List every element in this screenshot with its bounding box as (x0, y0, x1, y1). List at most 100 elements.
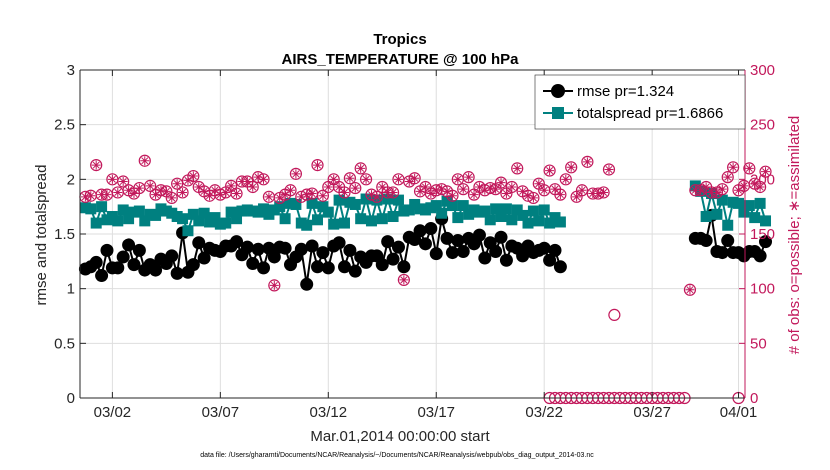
obs-possible-point (457, 183, 470, 196)
obs-assimilated-point (734, 185, 744, 195)
rmse-point (186, 258, 200, 272)
obs-assimilated-point (485, 183, 495, 193)
rmse-point (95, 269, 109, 283)
obs-assimilated-point (232, 189, 242, 199)
obs-assimilated-point (318, 191, 328, 201)
totalspread-point (446, 200, 458, 212)
rmse-point (424, 222, 438, 236)
totalspread-point (187, 208, 199, 220)
legend: rmse pr=1.324 totalspread pr=1.6866 (534, 74, 746, 130)
rmse-point (111, 261, 125, 275)
totalspread-point (333, 194, 345, 206)
obs-count-series (79, 154, 772, 405)
obs-assimilated-point (685, 285, 695, 295)
obs-assimilated-point (221, 187, 231, 197)
obs-assimilated-point (534, 179, 544, 189)
obs-possible-point (268, 279, 281, 292)
obs-assimilated-point (280, 190, 290, 200)
totalspread-point (436, 207, 448, 219)
obs-assimilated-point (582, 157, 592, 167)
totalspread-point (85, 203, 97, 215)
obs-assimilated-point (237, 177, 247, 187)
obs-assimilated-point (588, 189, 598, 199)
obs-assimilated-point (215, 190, 225, 200)
obs-assimilated-point (80, 192, 90, 202)
obs-possible-point (359, 173, 373, 186)
obs-assimilated-point (393, 174, 403, 184)
totalspread-point (522, 217, 534, 229)
totalspread-point (150, 209, 162, 221)
rmse-point (321, 261, 335, 275)
obs-assimilated-point (507, 182, 517, 192)
obs-assimilated-point (399, 275, 409, 285)
rmse-point (170, 266, 184, 280)
legend-rmse-label: rmse pr=1.324 (577, 83, 674, 100)
rmse-point (305, 239, 319, 253)
totalspread-point (700, 211, 712, 223)
obs-assimilated-point (161, 186, 171, 196)
obs-assimilated-point (518, 186, 528, 196)
obs-assimilated-point (690, 185, 700, 195)
obs-assimilated-point (420, 182, 430, 192)
obs-assimilated-point (750, 179, 760, 189)
obs-possible-point (602, 163, 616, 176)
legend-spread-label: totalspread pr=1.6866 (577, 105, 723, 122)
totalspread-point (716, 194, 728, 206)
totalspread-point (349, 198, 361, 210)
legend-box (534, 74, 746, 130)
rmse-point (122, 238, 136, 252)
obs-assimilated-point (329, 174, 339, 184)
totalspread-point (500, 203, 512, 215)
obs-assimilated-point (501, 189, 511, 199)
obs-assimilated-point (178, 187, 188, 197)
rmse-point (553, 260, 567, 274)
totalspread-point (274, 201, 286, 213)
obs-possible-point (397, 273, 410, 287)
y-tick-label: 0 (67, 390, 75, 407)
x-tick-label: 03/22 (525, 404, 563, 421)
obs-assimilated-point (404, 177, 414, 187)
obs-assimilated-point (226, 181, 236, 191)
x-axis-label: Mar.01,2014 00:00:00 start (310, 428, 490, 445)
y-tick-label: 2 (67, 171, 75, 188)
obs-assimilated-point (199, 186, 209, 196)
obs-assimilated-point (91, 160, 101, 170)
obs-assimilated-point (453, 174, 463, 184)
totalspread-point (355, 213, 367, 225)
obs-assimilated-point (134, 183, 144, 193)
x-tick-label: 03/27 (633, 404, 671, 421)
obs-assimilated-point (545, 166, 555, 176)
totalspread-point (322, 206, 334, 218)
totalspread-point (479, 205, 491, 217)
totalspread-point (177, 213, 189, 225)
rmse-point (311, 260, 324, 274)
totalspread-point (722, 219, 734, 231)
obs-possible-point (144, 179, 157, 192)
obs-assimilated-point (151, 190, 161, 200)
obs-assimilated-point (124, 185, 134, 195)
obs-assimilated-point (156, 185, 166, 195)
rmse-point (391, 240, 405, 254)
totalspread-point (538, 204, 550, 216)
obs-assimilated-point (728, 162, 738, 172)
rmse-point (397, 260, 411, 274)
legend-spread-marker (552, 107, 564, 119)
rmse-point (132, 243, 146, 257)
totalspread-point (376, 213, 388, 225)
obs-assimilated-point (264, 192, 274, 202)
totalspread-point (760, 215, 772, 227)
obs-assimilated-point (723, 172, 733, 182)
obs-assimilated-point (129, 189, 139, 199)
rmse-point (375, 258, 389, 272)
obs-possible-point (349, 181, 362, 195)
obs-assimilated-point (464, 172, 474, 182)
obs-assimilated-point (604, 164, 614, 174)
y-tick-label: 2.5 (54, 117, 75, 134)
obs-possible-point (246, 180, 259, 194)
x-tick-label: 03/07 (202, 404, 240, 421)
totalspread-point (182, 225, 194, 237)
obs-assimilated-point (717, 184, 727, 194)
totalspread-point (209, 212, 221, 224)
y-axis-label: rmse and totalspread (33, 165, 50, 306)
obs-possible-point (316, 189, 329, 202)
